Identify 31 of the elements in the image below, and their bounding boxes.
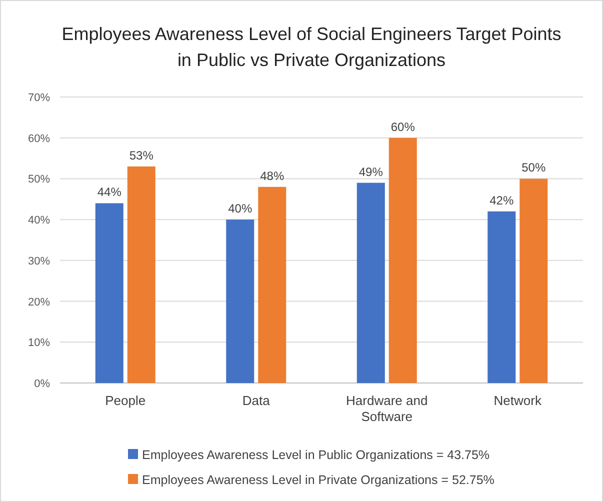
x-tick-label: People xyxy=(105,393,146,408)
data-label: 60% xyxy=(390,120,416,134)
data-label: 50% xyxy=(522,160,546,175)
y-tick-label: 40% xyxy=(28,214,50,227)
y-tick-label: 60% xyxy=(28,132,50,145)
x-tick-label: Hardware and Software xyxy=(346,393,428,424)
bar xyxy=(488,211,516,383)
data-label: 49% xyxy=(358,164,384,179)
x-tick-label: Network xyxy=(494,393,542,408)
bar xyxy=(127,166,156,383)
data-label: 48% xyxy=(260,168,284,183)
bar xyxy=(95,203,124,383)
bar xyxy=(226,220,254,383)
data-label: 40% xyxy=(228,202,252,216)
x-tick-label: Data xyxy=(242,393,271,408)
y-tick-label: 50% xyxy=(28,174,50,186)
y-tick-label: 10% xyxy=(28,337,50,350)
y-tick-label: 0% xyxy=(34,378,50,390)
data-label: 53% xyxy=(129,148,154,162)
bar xyxy=(388,138,417,383)
chart-title: Employees Awareness Level of Social Engineers Target Points in Public vs Private Organizations xyxy=(62,24,562,70)
data-label: 44% xyxy=(97,185,122,200)
y-tick-label: 30% xyxy=(28,255,50,268)
bar xyxy=(356,182,385,383)
y-tick-label: 20% xyxy=(28,296,50,308)
data-label: 42% xyxy=(490,193,514,208)
y-tick-label: 70% xyxy=(28,92,50,104)
legend-label: Employees Awareness Level in Public Organizations = 43.75% xyxy=(142,448,490,462)
bar xyxy=(520,178,548,383)
bar xyxy=(258,186,286,383)
legend-label: Employees Awareness Level in Private Organizations = 52.75% xyxy=(142,473,494,487)
